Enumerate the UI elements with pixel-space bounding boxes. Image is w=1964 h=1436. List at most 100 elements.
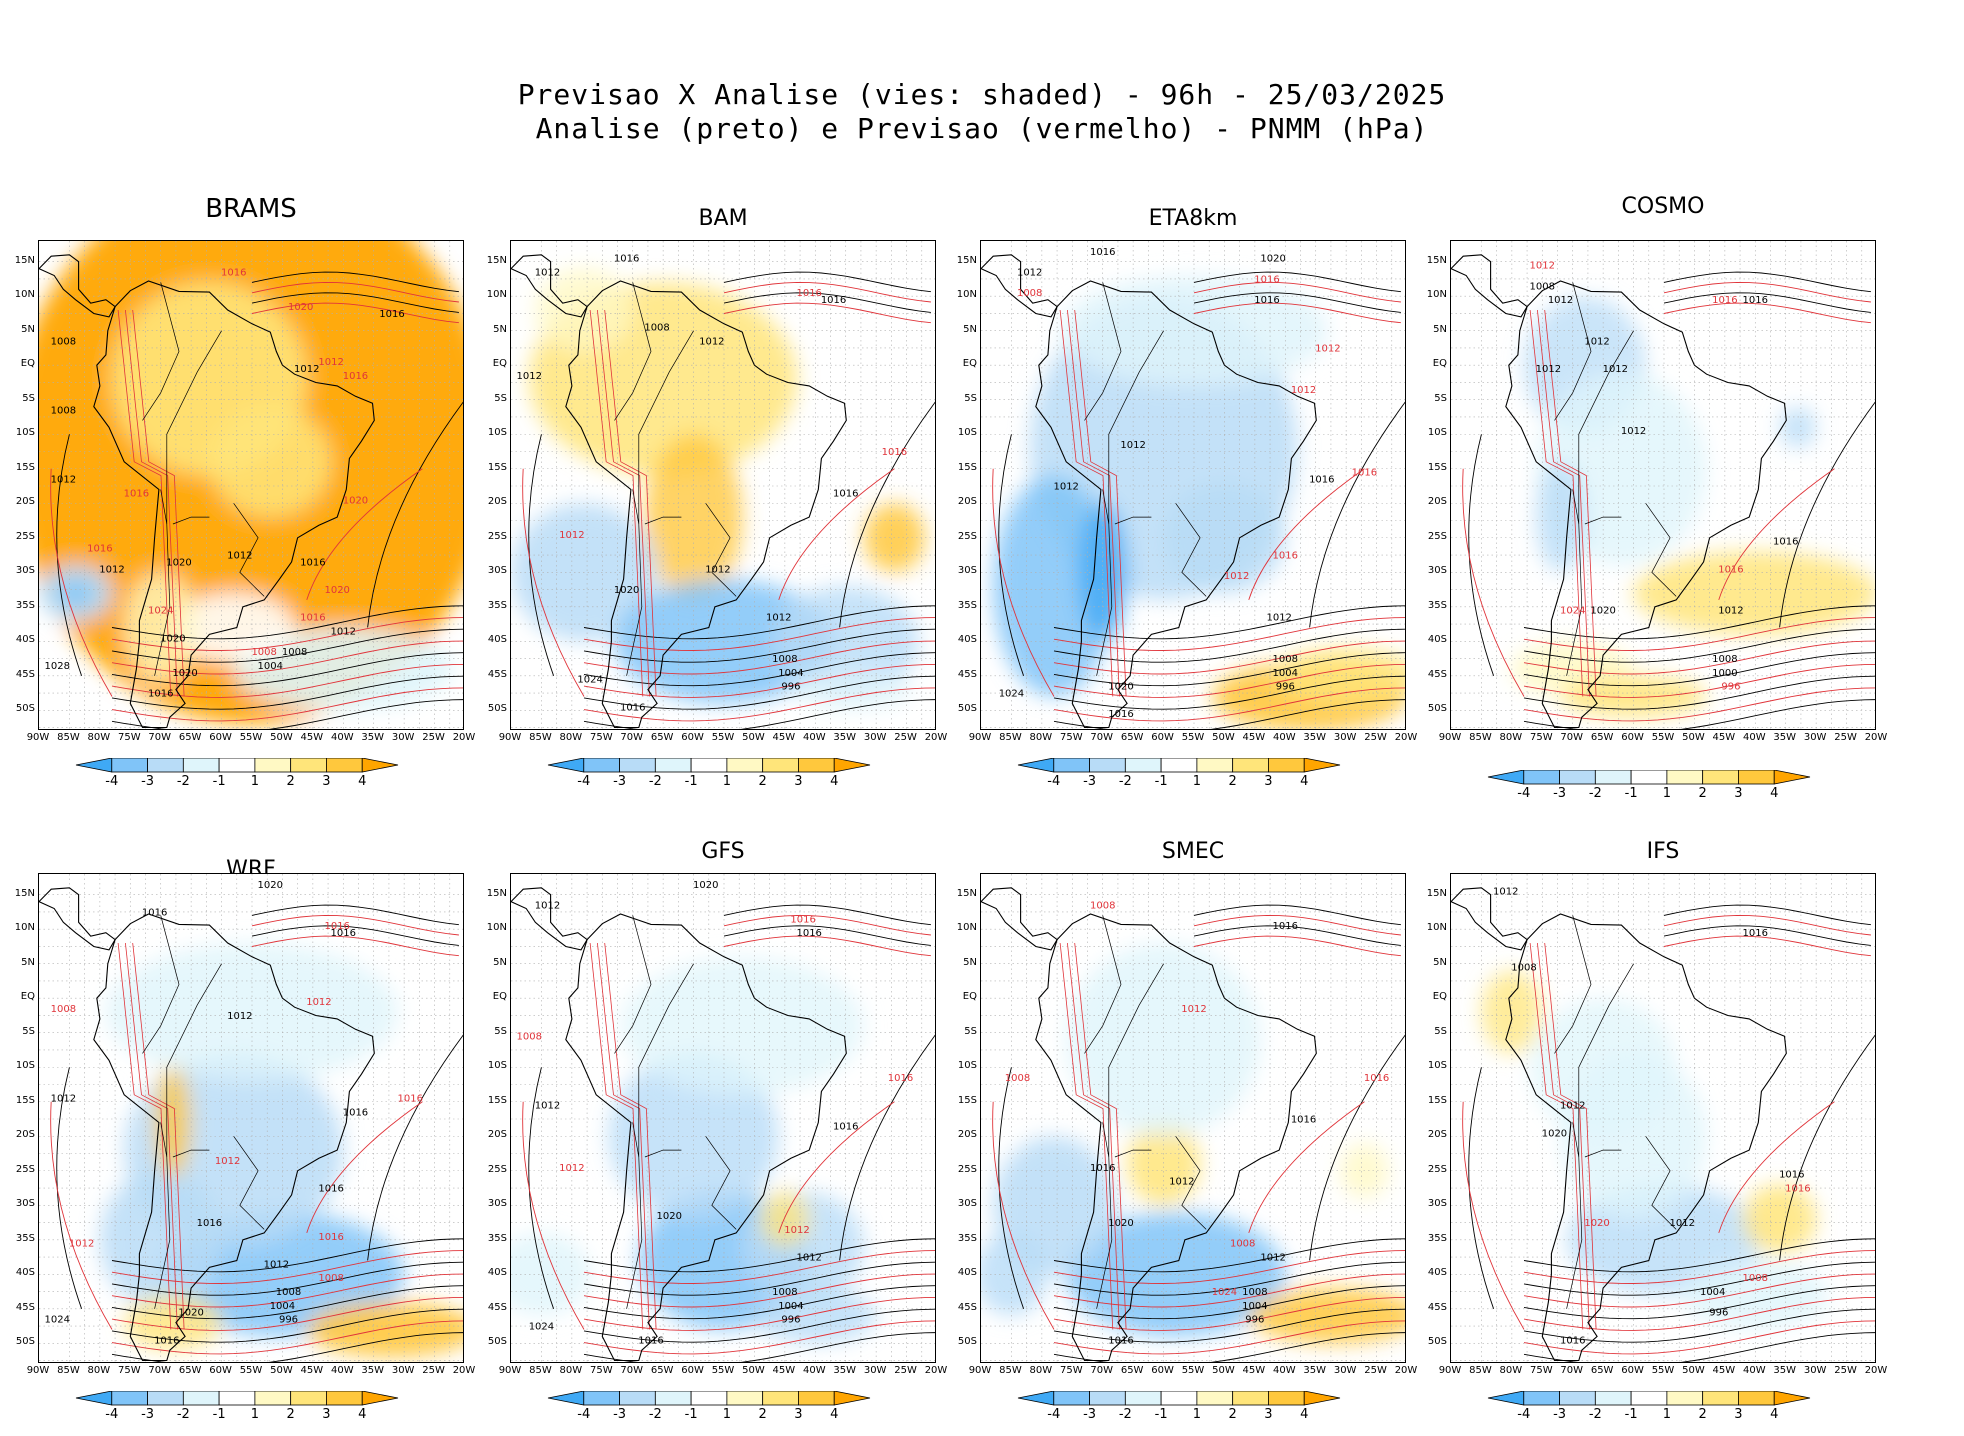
country-border bbox=[1096, 489, 1113, 676]
latitude-label: 5N bbox=[1433, 956, 1447, 968]
latitude-label: 35S bbox=[957, 599, 977, 611]
longitude-label: 50W bbox=[1212, 1365, 1235, 1376]
analysis-isobar-label: 1012 bbox=[1260, 1252, 1285, 1263]
longitude-label: 20W bbox=[1864, 1365, 1888, 1376]
colorbar-box bbox=[254, 758, 292, 773]
forecast-isobar-label: 996 bbox=[1721, 682, 1740, 693]
latitude-label: EQ bbox=[20, 991, 35, 1003]
analysis-isobar-label: 1012 bbox=[99, 564, 124, 575]
longitude-label: 25W bbox=[1834, 1365, 1857, 1376]
longitude-label: 35W bbox=[833, 732, 857, 743]
colorbar-tick-label: -3 bbox=[141, 1407, 155, 1422]
coastlines bbox=[39, 887, 375, 1362]
longitude-label: 80W bbox=[87, 732, 111, 743]
colorbar-tick-label: -4 bbox=[105, 1407, 119, 1422]
analysis-isobar-label: 1016 bbox=[638, 1335, 663, 1346]
bias-patch bbox=[1682, 1260, 1829, 1330]
panel-title: BRAMS bbox=[205, 194, 297, 224]
colorbar-box bbox=[1738, 770, 1775, 785]
latitude-label: 45S bbox=[1427, 1301, 1447, 1313]
longitude-label: 45W bbox=[1242, 1365, 1266, 1376]
longitude-label: 65W bbox=[1120, 732, 1144, 743]
coastlines bbox=[981, 254, 1317, 729]
latitude-label: 10N bbox=[14, 289, 35, 301]
country-border bbox=[1566, 1122, 1583, 1309]
latitude-label: 45S bbox=[15, 1301, 35, 1313]
latitude-label: 15S bbox=[1427, 1094, 1447, 1106]
longitude-label: 40W bbox=[1742, 1365, 1766, 1376]
colorbar-tick-label: 3 bbox=[1264, 1407, 1273, 1422]
bias-patch bbox=[1743, 1184, 1817, 1254]
colorbar-tick-label: 4 bbox=[830, 1407, 839, 1422]
colorbar-box bbox=[1630, 770, 1668, 785]
latitude-label: 10S bbox=[487, 427, 507, 439]
latitude-label: 30S bbox=[1427, 565, 1447, 577]
forecast-isobar-label: 1012 bbox=[559, 530, 584, 541]
colorbar-box bbox=[1053, 758, 1090, 773]
latitude-label: 15N bbox=[1426, 887, 1447, 899]
latitude-label: 15S bbox=[487, 1094, 507, 1106]
longitude-label: 90W bbox=[26, 732, 50, 743]
analysis-isobar-label: 1016 bbox=[318, 1183, 343, 1194]
latitude-label: 45S bbox=[957, 668, 977, 680]
figure-title-line1: Previsao X Analise (vies: shaded) - 96h … bbox=[517, 78, 1447, 111]
central-america-outline bbox=[511, 254, 588, 318]
colorbar-tick-label: 3 bbox=[322, 774, 331, 789]
colorbar-arrow-low bbox=[1017, 758, 1055, 773]
latitude-label: 45S bbox=[487, 1301, 507, 1313]
colorbar-box bbox=[218, 1391, 256, 1406]
colorbar-tick-label: -4 bbox=[1517, 1407, 1531, 1422]
central-america-outline bbox=[981, 887, 1058, 951]
colorbar-tick-label: 2 bbox=[286, 1407, 295, 1422]
country-border bbox=[154, 1122, 171, 1309]
country-border bbox=[626, 1122, 643, 1309]
colorbar-tick-label: -2 bbox=[1588, 786, 1602, 801]
analysis-isobar-label: 1012 bbox=[699, 337, 724, 348]
analysis-isobar-label: 996 bbox=[781, 682, 800, 693]
latitude-label: 15N bbox=[956, 887, 977, 899]
longitude-label: 55W bbox=[239, 1365, 263, 1376]
colorbar-tick-label: 3 bbox=[322, 1407, 331, 1422]
latitude-label: 30S bbox=[957, 565, 977, 577]
latitude-label: EQ bbox=[1432, 991, 1447, 1003]
longitude-label: 60W bbox=[1621, 1365, 1644, 1376]
colorbar-tick-label: 3 bbox=[794, 774, 803, 789]
latitude-label: 5N bbox=[493, 956, 507, 968]
latitude-label: 50S bbox=[15, 703, 35, 715]
bias-patch bbox=[535, 268, 633, 352]
country-border bbox=[1578, 330, 1634, 524]
south-america-outline bbox=[93, 280, 375, 729]
latitude-label: 10N bbox=[956, 922, 977, 934]
forecast-isobar-label: 1016 bbox=[1364, 1073, 1389, 1084]
analysis-isobar-label: 1024 bbox=[529, 1321, 554, 1332]
forecast-isobar-label: 1012 bbox=[559, 1163, 584, 1174]
longitude-label: 50W bbox=[742, 732, 765, 743]
forecast-isobar-label: 1012 bbox=[1224, 571, 1249, 582]
map-plot: 1008 1016 1012 1008 1016 1016 1012 1016 1020 1008… bbox=[980, 873, 1406, 1363]
latitude-label: 15S bbox=[15, 1094, 35, 1106]
longitude-label: 45W bbox=[1712, 732, 1736, 743]
analysis-isobar-label: 1016 bbox=[1560, 1335, 1585, 1346]
longitude-label: 75W bbox=[117, 1365, 141, 1376]
colorbar-arrow-low bbox=[547, 758, 585, 773]
bias-patch bbox=[1127, 1122, 1201, 1206]
analysis-isobar-label: 1016 bbox=[331, 928, 356, 939]
analysis-isobar-label: 1012 bbox=[1560, 1101, 1585, 1112]
analysis-isobar-label: 1004 bbox=[1700, 1287, 1725, 1298]
colorbar-box bbox=[690, 758, 728, 773]
longitude-label: 40W bbox=[1272, 732, 1296, 743]
coastlines bbox=[511, 254, 847, 729]
longitude-label: 90W bbox=[498, 1365, 522, 1376]
latitude-label: 15N bbox=[486, 887, 507, 899]
colorbar-box bbox=[1160, 1391, 1198, 1406]
longitude-label: 80W bbox=[559, 732, 583, 743]
colorbar-arrow-low bbox=[1487, 1391, 1525, 1406]
central-america-outline bbox=[1451, 254, 1528, 318]
latitude-label: 50S bbox=[1427, 703, 1447, 715]
analysis-isobar-label: 1016 bbox=[1743, 928, 1768, 939]
analysis-isobar-label: 1012 bbox=[1053, 481, 1078, 492]
colorbar-tick-label: 4 bbox=[830, 774, 839, 789]
latitude-label: 5S bbox=[22, 392, 35, 404]
latitude-label: EQ bbox=[20, 358, 35, 370]
longitude-label: 30W bbox=[1803, 1365, 1827, 1376]
